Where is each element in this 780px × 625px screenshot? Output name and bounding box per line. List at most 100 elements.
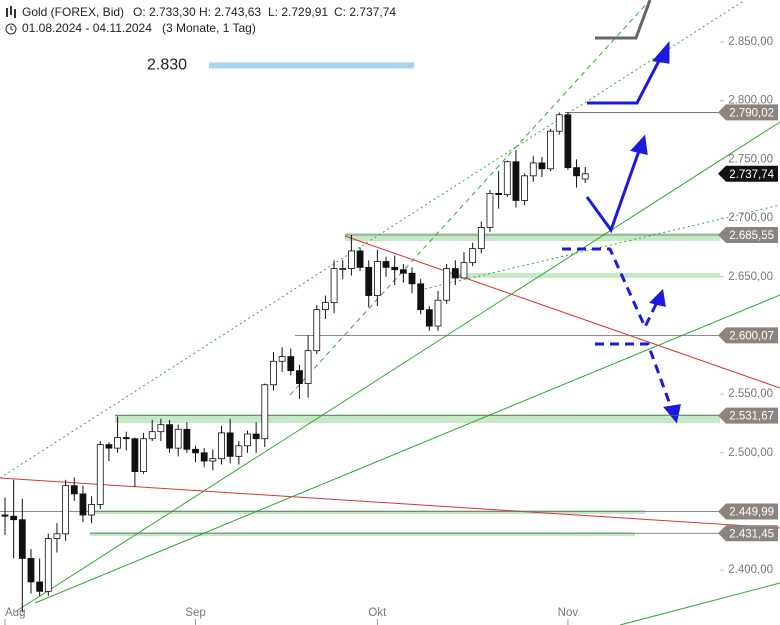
candle-body — [140, 438, 147, 472]
trendline — [34, 294, 780, 604]
arrow — [585, 147, 642, 234]
icon — [6, 8, 8, 17]
arrowhead — [649, 288, 666, 308]
y-tick-label: 2.500,00 — [728, 447, 773, 459]
zone — [345, 233, 720, 241]
candle-body — [36, 581, 44, 592]
ohlc: L: 2.729,91 — [268, 5, 328, 19]
y-tick-label: 2.400,00 — [728, 564, 773, 576]
candle-body — [183, 428, 191, 450]
candle-body — [573, 167, 580, 177]
candle-body — [347, 250, 355, 269]
zone — [90, 510, 645, 514]
candle-body — [304, 350, 312, 384]
trendline — [14, 121, 780, 613]
clock-icon — [10, 26, 14, 31]
candle-body — [209, 458, 217, 462]
arrow — [587, 54, 664, 105]
x-tick-label: Okt — [368, 607, 387, 619]
price-box — [718, 165, 778, 182]
candle-body — [244, 433, 251, 447]
candle-body — [538, 162, 546, 170]
arrowhead — [630, 134, 648, 155]
sketch — [595, 0, 652, 40]
y-tick-label: 2.550,00 — [728, 388, 773, 400]
x-tick-label: Sep — [185, 607, 205, 619]
candle-body — [322, 302, 329, 311]
price-label: 2.449,99 — [729, 507, 774, 519]
x-tick-label: Aug — [5, 607, 25, 619]
arrowhead — [663, 404, 681, 424]
candle-body — [547, 130, 554, 170]
y-tick-label: 2.850,00 — [728, 36, 773, 48]
trendline — [344, 235, 780, 389]
title: Gold (FOREX, Bid) — [22, 5, 124, 19]
icon — [14, 9, 16, 18]
candle-body — [218, 432, 225, 460]
candle-body — [555, 114, 563, 132]
candle-body — [270, 360, 277, 386]
candle-body — [88, 504, 95, 516]
candle-body — [408, 272, 416, 285]
candle-body — [581, 173, 589, 180]
candle-body — [434, 299, 442, 327]
price-box — [718, 104, 778, 121]
annotation-label: 2.830 — [147, 57, 187, 74]
candle-body — [382, 261, 390, 268]
candle-body — [287, 356, 295, 372]
candle-body — [157, 424, 165, 433]
candle-body — [226, 432, 234, 457]
candle-body — [339, 268, 347, 270]
y-tick-label: 2.750,00 — [728, 153, 773, 165]
arrow — [562, 247, 660, 331]
candle-body — [27, 558, 35, 583]
zone — [115, 414, 720, 423]
candle-body — [451, 268, 459, 279]
candle-body — [296, 370, 303, 384]
candle-body — [200, 452, 208, 462]
price-label: 2.790,02 — [729, 107, 774, 119]
candle-body — [131, 438, 139, 472]
candle-body — [148, 431, 156, 440]
candle-body — [330, 268, 338, 303]
candle-body — [10, 515, 18, 521]
candle-body — [356, 250, 364, 268]
candle-body — [70, 485, 78, 495]
candle-body — [425, 309, 433, 327]
candle-body — [114, 437, 121, 449]
period: (3 Monate, 1 Tag) — [162, 21, 256, 35]
trendline — [0, 477, 780, 529]
trendline — [289, 0, 651, 396]
candle-body — [18, 519, 26, 559]
price-label: 2.431,45 — [729, 528, 774, 540]
candle-body — [53, 533, 61, 539]
candle-body — [1, 514, 9, 517]
candle-body — [166, 424, 173, 449]
candle-body — [252, 433, 260, 440]
trendline — [419, 204, 780, 291]
candle-body — [417, 283, 425, 311]
clock-icon — [5, 23, 17, 35]
arrow — [595, 342, 674, 411]
candle-body — [469, 248, 477, 264]
candle-body — [373, 261, 381, 296]
candle-body — [122, 437, 130, 440]
y-tick-label: 2.650,00 — [728, 271, 773, 283]
price-label: 2.600,07 — [729, 330, 774, 342]
candle-body — [460, 262, 468, 279]
candle-body — [521, 175, 528, 201]
trendline — [619, 582, 780, 625]
ohlc: C: 2.737,74 — [334, 5, 396, 19]
candle-body — [278, 356, 286, 362]
candle-body — [399, 269, 407, 274]
price-box — [718, 525, 778, 542]
candle-body — [235, 445, 243, 457]
candle-body — [365, 266, 373, 296]
candle-body — [96, 444, 104, 505]
price-box — [718, 227, 778, 244]
y-tick-label: 2.700,00 — [728, 212, 773, 224]
price-label: 2.737,74 — [729, 169, 774, 181]
zone — [90, 532, 635, 536]
candle-body — [261, 384, 269, 440]
candle-body — [503, 161, 511, 196]
